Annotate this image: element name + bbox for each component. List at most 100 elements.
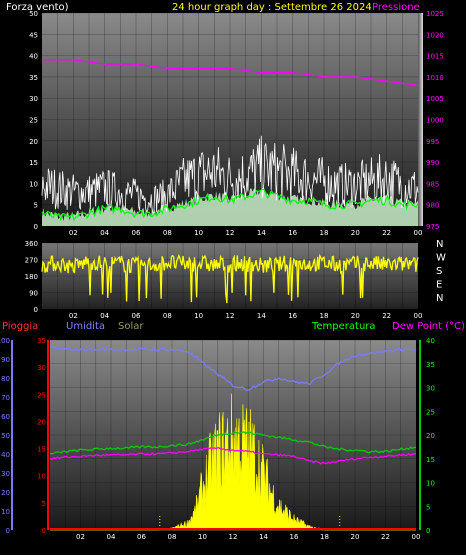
temp-y-tick-label: 30: [426, 385, 435, 393]
pressure-y-tick-label: 1005: [426, 95, 444, 103]
direction-x-tick-label: 14: [257, 312, 266, 320]
thermo-x-tick-label: 14: [259, 533, 268, 541]
temp-y-tick-label: 20: [426, 432, 435, 440]
thermo-x-tick-label: 22: [381, 533, 390, 541]
direction-y-tick-label: 270: [25, 257, 38, 265]
compass-tick-label: S: [436, 266, 442, 277]
rain-y-tick-label: 20: [37, 418, 46, 426]
direction-x-tick-label: 22: [382, 312, 391, 320]
humidity-line: [49, 346, 417, 391]
pressure-y-tick-label: 985: [426, 180, 439, 188]
thermo-x-tick-label: 04: [107, 533, 116, 541]
direction-x-tick-label: 10: [194, 312, 203, 320]
rain-y-tick-label: 35: [37, 337, 46, 345]
wind-y-tick-label: 45: [29, 31, 38, 39]
wind-x-tick-label: 14: [257, 229, 266, 237]
humidity-y-tick-label: 10: [1, 508, 10, 516]
wind-y-tick-label: 5: [34, 202, 38, 210]
pressure-label: Pressione: [372, 2, 420, 13]
humidity-y-tick-label: 70: [1, 394, 10, 402]
wind-y-tick-label: 35: [29, 74, 38, 82]
rain-y-tick-label: 10: [37, 473, 46, 481]
temperature-line: [49, 431, 417, 455]
thermo-x-tick-label: 02: [76, 533, 85, 541]
thermo-x-tick-label: 10: [198, 533, 207, 541]
temp-y-tick-label: 5: [426, 503, 430, 511]
wind-fill-area: [42, 186, 418, 226]
thermo-x-tick-label: 20: [351, 533, 360, 541]
pressure-side-bar: [418, 13, 423, 226]
wind-y-tick-label: 15: [29, 159, 38, 167]
humidity-y-tick-label: 30: [1, 470, 10, 478]
humidity-y-tick-label: 20: [1, 489, 10, 497]
pressure-line: [42, 59, 419, 87]
temp-humidity-panel: 0 10 20 30 40 50 60 70 80 90 100 0 5 10 15 20 25 30 35 0 5…: [0, 337, 435, 541]
humidity-y-tick-label: 40: [1, 451, 10, 459]
pressure-y-tick-label: 995: [426, 138, 439, 146]
wind-direction-line: [41, 253, 419, 304]
wind-y-tick-label: 10: [29, 180, 38, 188]
solar-legend: Solar: [118, 321, 144, 332]
rain-legend: Pioggia: [2, 321, 38, 332]
wind-x-tick-label: 20: [351, 229, 360, 237]
humidity-y-tick-label: 80: [1, 375, 10, 383]
thermo-x-tick-label: 00: [412, 533, 421, 541]
wind-y-tick-label: 40: [29, 53, 38, 61]
direction-y-tick-label: 90: [29, 290, 38, 298]
pressure-y-tick-label: 980: [426, 202, 439, 210]
compass-tick-label: N: [436, 293, 443, 304]
pressure-y-tick-label: 1000: [426, 117, 444, 125]
direction-x-tick-label: 04: [100, 312, 109, 320]
direction-x-tick-label: 08: [163, 312, 172, 320]
direction-x-tick-label: 12: [226, 312, 235, 320]
pressure-y-tick-label: 990: [426, 159, 439, 167]
temp-y-tick-label: 40: [426, 337, 435, 345]
rain-y-tick-label: 30: [37, 364, 46, 372]
direction-x-tick-label: 18: [320, 312, 329, 320]
wind-x-tick-label: 06: [132, 229, 141, 237]
wind-y-tick-label: 30: [29, 95, 38, 103]
wind-average-line: [41, 188, 419, 222]
wind-x-tick-label: 08: [163, 229, 172, 237]
wind-y-tick-label: 20: [29, 138, 38, 146]
humidity-y-tick-label: 50: [1, 432, 10, 440]
wind-y-tick-label: 0: [34, 223, 38, 231]
compass-tick-label: E: [436, 280, 442, 291]
direction-y-tick-label: 180: [25, 273, 38, 281]
thermo-x-tick-label: 06: [137, 533, 146, 541]
wind-x-tick-label: 22: [382, 229, 391, 237]
wind-x-tick-label: 10: [194, 229, 203, 237]
thermo-x-tick-label: 16: [290, 533, 299, 541]
rain-y-tick-label: 5: [42, 500, 46, 508]
rain-y-tick-label: 15: [37, 446, 46, 454]
pressure-y-tick-label: 1015: [426, 53, 444, 61]
thermo-x-tick-label: 08: [168, 533, 177, 541]
humidity-legend: Umidita: [66, 321, 105, 332]
wind-x-tick-label: 00: [414, 229, 423, 237]
direction-y-tick-label: 360: [25, 240, 38, 248]
humidity-y-tick-label: 60: [1, 413, 10, 421]
direction-x-tick-label: 06: [132, 312, 141, 320]
direction-y-tick-label: 0: [34, 306, 38, 314]
dewpoint-line: [49, 446, 416, 465]
dewpoint-legend: Dew Point (°C): [392, 321, 465, 332]
wind-y-tick-label: 25: [29, 117, 38, 125]
temperature-legend: Temperatura: [311, 321, 376, 332]
pressure-y-tick-label: 1025: [426, 10, 444, 18]
direction-x-tick-label: 16: [288, 312, 297, 320]
temp-y-tick-label: 35: [426, 361, 435, 369]
direction-x-tick-label: 02: [69, 312, 78, 320]
pressure-y-tick-label: 975: [426, 223, 439, 231]
graph-title: 24 hour graph day : Settembre 26 2024: [172, 2, 372, 13]
thermo-x-tick-label: 18: [320, 533, 329, 541]
thermo-x-tick-label: 12: [229, 533, 238, 541]
rain-y-tick-label: 0: [42, 527, 46, 535]
wind-x-tick-label: 16: [288, 229, 297, 237]
temp-y-tick-label: 15: [426, 456, 435, 464]
wind-gust-line: [41, 135, 419, 216]
wind-x-tick-label: 04: [100, 229, 109, 237]
temp-y-tick-label: 25: [426, 408, 435, 416]
